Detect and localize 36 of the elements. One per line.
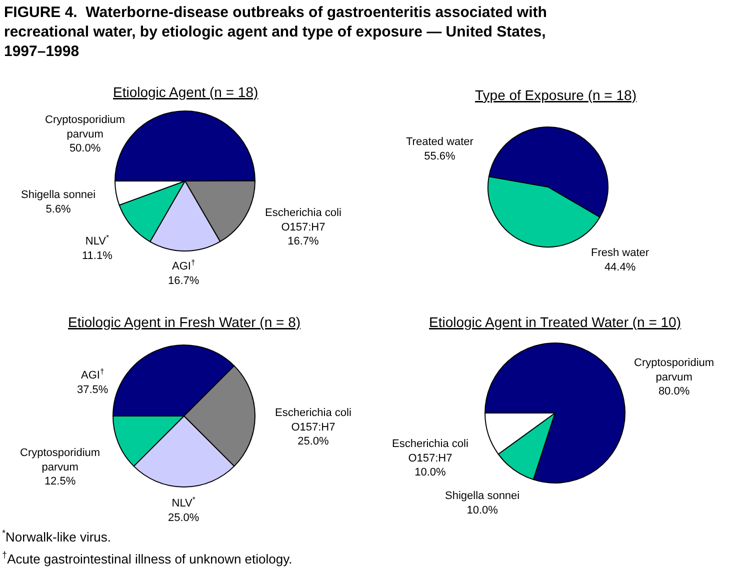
- slice-label: Treated water: [406, 136, 474, 148]
- slice-label: AGI$^{†}$: [172, 258, 196, 273]
- chart-title: Etiologic Agent (n = 18): [113, 84, 258, 100]
- data-label: 10.0%: [466, 504, 498, 516]
- text: FIGURE 4. Waterborne-disease outbreaks of gastroenteritis associated with recreational water, by etiologic agent and type of exposure — United States, 1997–1998: [4, 4, 547, 60]
- slice-label: NLV$^{*}$: [85, 233, 109, 248]
- data-label: 44.4%: [604, 261, 636, 274]
- data-label: 37.5%: [77, 384, 108, 396]
- slice-label: Shigella sonnei: [445, 490, 520, 502]
- slice-label: Shigella sonnei: [21, 189, 96, 201]
- slice-label: Fresh water: [591, 247, 650, 259]
- slice-label: NLV$^{*}$: [172, 495, 196, 510]
- data-label: 16.7%: [168, 274, 200, 287]
- data-label: 12.5%: [44, 476, 76, 488]
- data-label: 16.7%: [288, 236, 320, 248]
- data-label: 55.6%: [424, 150, 456, 162]
- text: $^{*}$Norwalk-like virus.: [2, 528, 112, 544]
- slice-label: Cryptosporidium parvum: [634, 357, 714, 384]
- data-label: 10.0%: [414, 466, 446, 479]
- data-label: 25.0%: [298, 436, 330, 448]
- slice-label: Escherichia coli O157:H7: [392, 438, 468, 464]
- chart-title: Etiologic Agent in Fresh Water (n = 8): [68, 314, 301, 330]
- data-label: 50.0%: [69, 142, 101, 155]
- text: $^{†}$Acute gastrointestinal illness of unknown etiology.: [2, 550, 292, 566]
- slice-label: Escherichia coli O157:H7: [265, 207, 342, 234]
- data-label: 11.1%: [82, 250, 113, 262]
- slice-label: Cryptosporidium parvum: [45, 114, 126, 140]
- data-label: 5.6%: [46, 203, 72, 216]
- slice-label: Cryptosporidium parvum: [20, 447, 100, 474]
- pie-slice: [484, 342, 626, 484]
- slice-label: Escherichia coli O157:H7: [275, 407, 352, 434]
- data-label: 80.0%: [658, 386, 690, 398]
- chart-title: Etiologic Agent in Treated Water (n = 10): [429, 314, 682, 330]
- data-label: 25.0%: [168, 512, 200, 524]
- slice-label: AGI$^{†}$: [80, 367, 104, 382]
- chart-title: Type of Exposure (n = 18): [475, 87, 636, 103]
